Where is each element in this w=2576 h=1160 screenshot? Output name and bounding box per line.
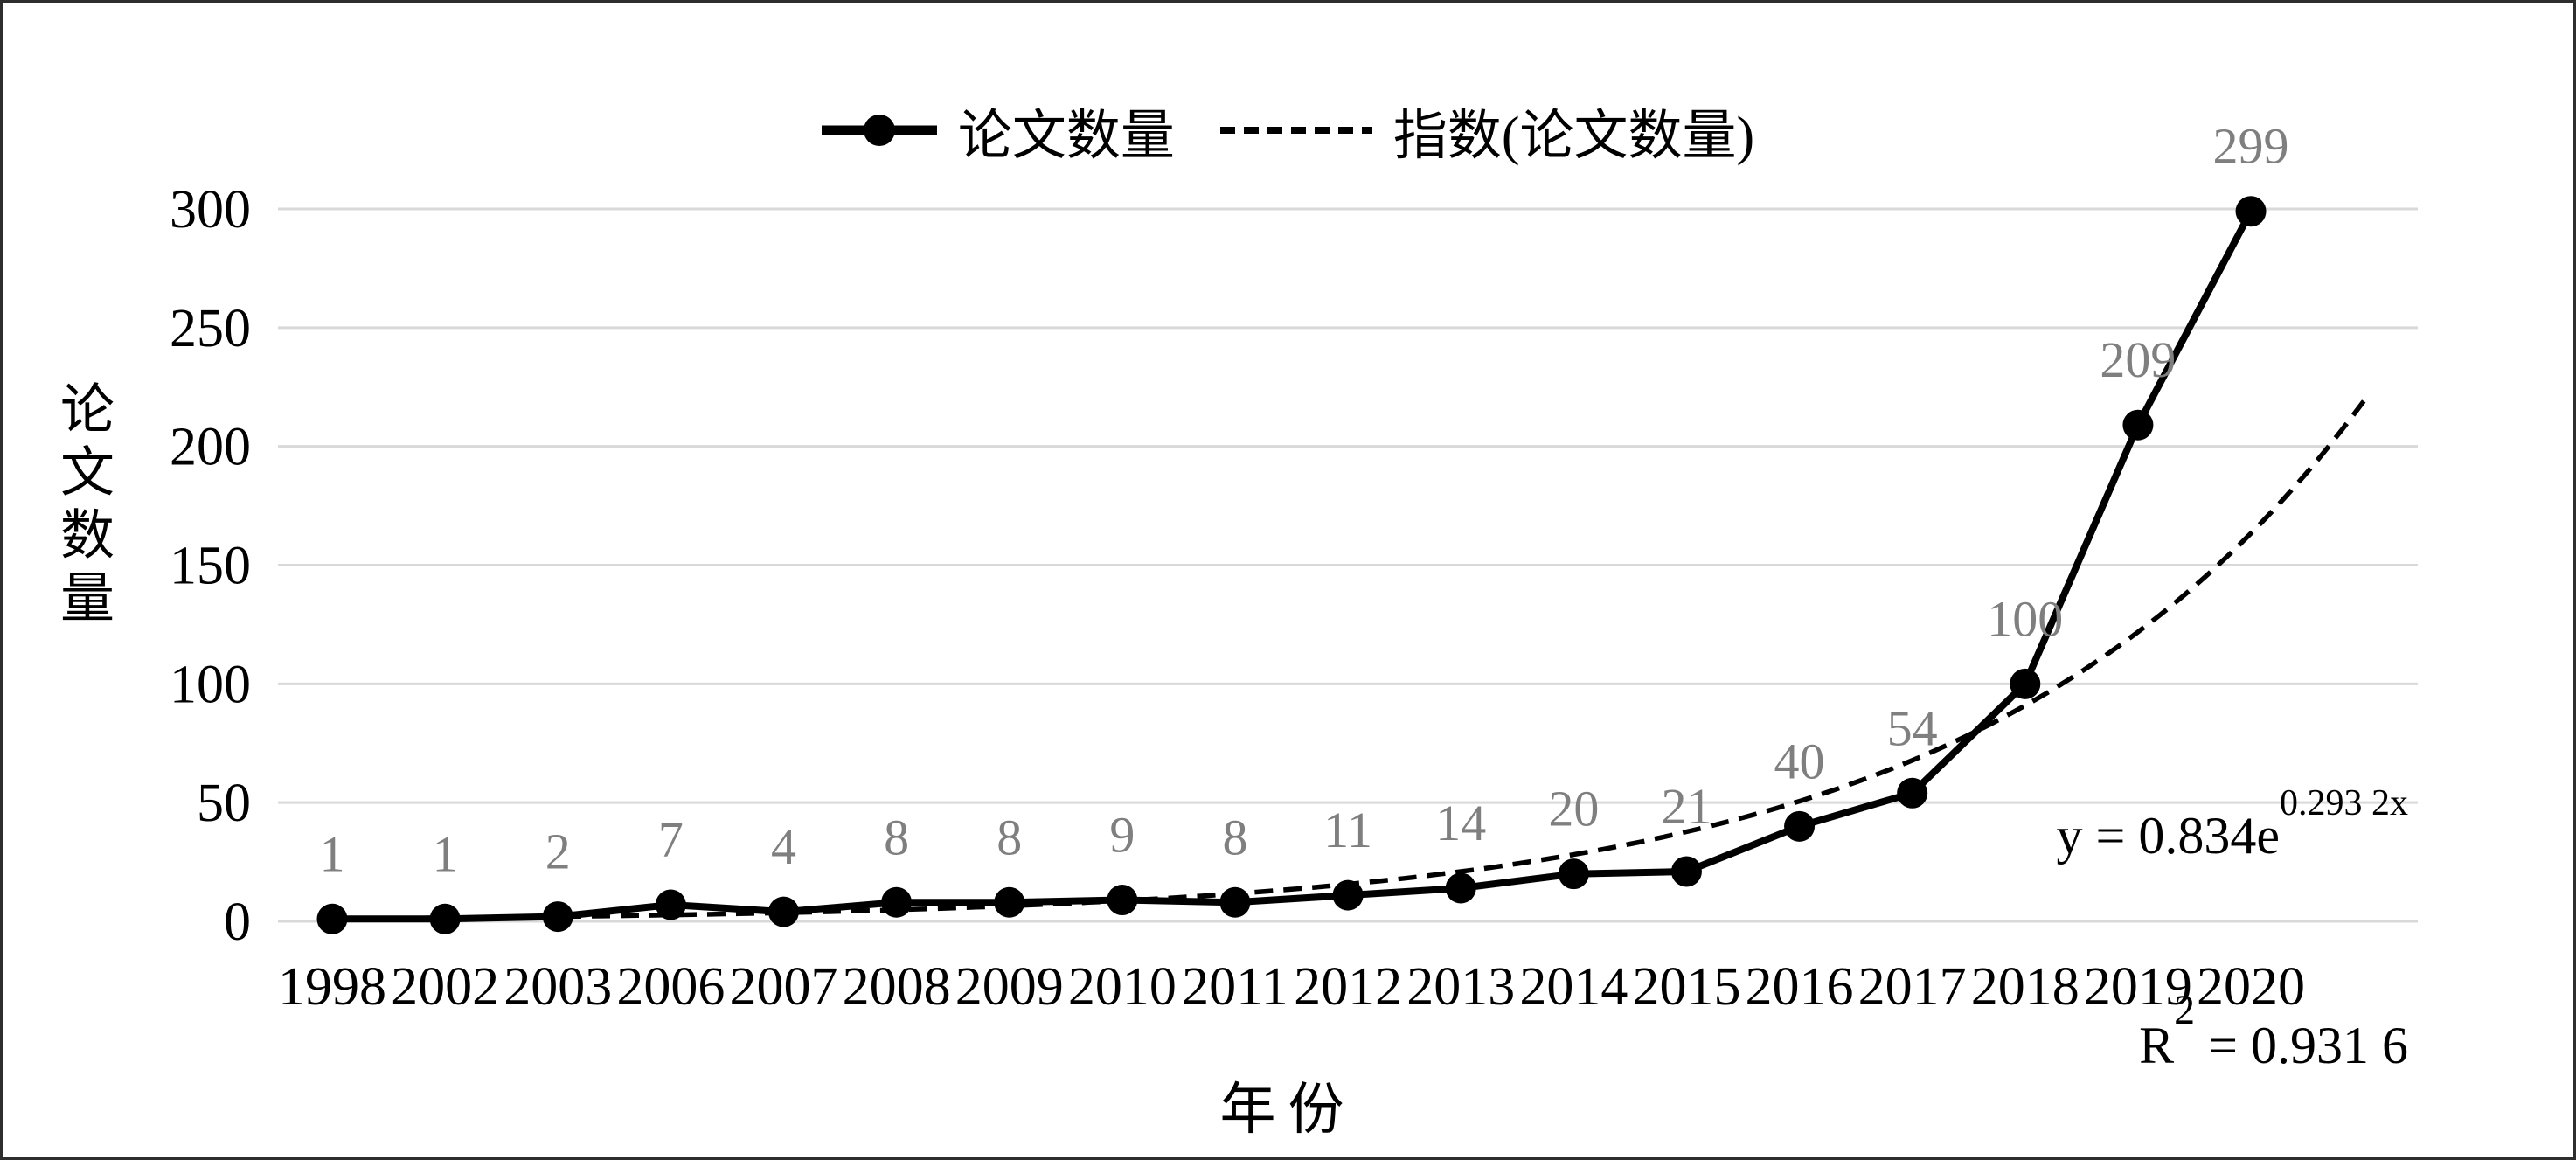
data-label: 2 [545,823,571,880]
x-tick-label: 2018 [1971,957,2080,1017]
data-point-marker [316,903,348,934]
data-label: 40 [1774,733,1825,789]
data-label: 11 [1323,802,1372,858]
data-point-marker [2010,668,2041,699]
y-tick-label: 150 [170,537,251,596]
data-point-marker [994,886,1025,918]
x-tick-label: 2003 [503,957,612,1017]
trendline-equation: y = 0.834e0.293 2x [2056,782,2408,865]
x-tick-label: 2008 [843,957,951,1017]
data-point-marker [1332,879,1364,911]
data-label: 1 [320,825,345,882]
data-label: 14 [1435,795,1486,851]
data-label: 20 [1548,781,1599,837]
y-tick-label: 0 [224,893,251,952]
x-tick-label: 2006 [616,957,725,1017]
x-tick-label: 2015 [1632,957,1740,1017]
data-label: 54 [1887,699,1938,756]
legend-label-papers: 论文数量 [957,107,1175,166]
data-point-marker [1558,858,1589,890]
data-label: 4 [771,818,796,875]
y-tick-label: 250 [170,299,251,358]
x-tick-label: 2010 [1068,957,1177,1017]
y-tick-label: 300 [170,180,251,240]
x-tick-label: 2011 [1182,957,1288,1017]
dashed-line-icon [1219,127,1372,134]
legend: 论文数量 指数(论文数量) [0,90,2576,170]
data-point-marker [1445,872,1476,904]
x-tick-label: 2017 [1858,957,1967,1017]
x-tick-label: 1998 [278,957,386,1017]
trendline-annotation: y = 0.834e0.293 2x R2 = 0.931 6 [2057,661,2408,1160]
x-tick-label: 2019 [2084,957,2192,1017]
data-point-marker [2235,196,2267,227]
data-label: 8 [996,809,1022,865]
data-label: 7 [658,811,684,868]
y-axis-title: 论文数量 [52,380,111,632]
legend-label-trendline: 指数(论文数量) [1392,107,1755,166]
data-point-marker [2122,409,2154,441]
x-tick-label: 2014 [1519,957,1628,1017]
solid-line-marker-icon [821,115,937,146]
data-point-marker [655,889,686,920]
equation-exponent: 0.293 2x [2280,782,2408,823]
r-squared-value: R2 = 0.931 6 [2139,987,2408,1075]
legend-item-trendline: 指数(论文数量) [1219,91,1755,170]
x-tick-label: 2009 [955,957,1064,1017]
data-point-marker [767,896,799,927]
x-tick-label: 2007 [729,957,837,1017]
x-axis-title: 年份 [1219,1079,1357,1141]
x-tick-label: 2013 [1406,957,1515,1017]
data-point-marker [542,901,573,933]
x-tick-label: 2002 [391,957,499,1017]
y-tick-label: 100 [170,655,251,714]
data-label: 299 [2213,118,2289,175]
data-point-marker [1107,885,1138,916]
data-point-marker [429,903,461,934]
x-tick-label: 2016 [1746,957,1854,1017]
x-tick-label: 2020 [2197,957,2305,1017]
y-tick-label: 50 [197,774,251,833]
legend-item-papers: 论文数量 [821,91,1175,170]
data-label: 100 [1987,590,2063,647]
data-label: 9 [1109,807,1135,864]
data-label: 1 [433,825,458,882]
data-label: 8 [884,809,909,865]
data-point-marker [1670,856,1702,887]
data-label: 209 [2100,331,2176,388]
data-point-marker [881,886,913,918]
data-point-marker [1219,886,1251,918]
series-line [332,209,2254,923]
data-label: 8 [1222,809,1247,865]
data-point-marker [1897,777,1928,809]
y-tick-label: 200 [170,418,251,477]
data-label: 21 [1661,778,1712,835]
x-tick-label: 2012 [1294,957,1402,1017]
data-point-marker [1784,810,1816,842]
